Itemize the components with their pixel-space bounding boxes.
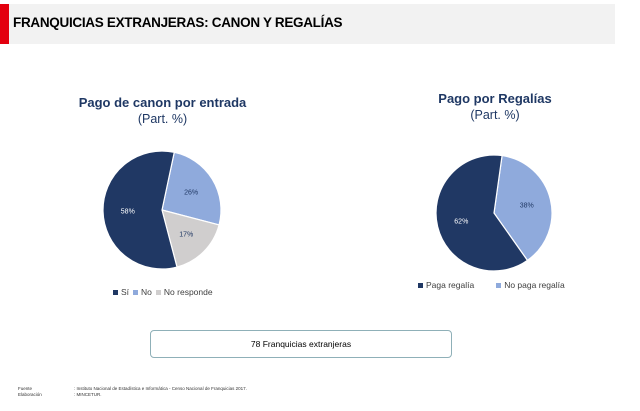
page-title: FRANQUICIAS EXTRANJERAS: CANON Y REGALÍA… <box>13 15 343 30</box>
footer-notes: Fuente : Instituto Nacional de Estadísti… <box>18 386 247 398</box>
chart-2-subtitle: (Part. %) <box>470 108 520 122</box>
legend-swatch <box>113 289 118 295</box>
legend-item: No paga regalía <box>496 280 565 290</box>
legend-item: Sí <box>113 287 129 297</box>
pie-slice-no <box>161 151 222 226</box>
legend-item: No responde <box>155 287 213 297</box>
pie-slice-paga-regal-a <box>435 154 529 272</box>
legend-swatch <box>155 289 161 295</box>
header-accent-bar <box>0 4 9 44</box>
source-label: Fuente <box>18 386 33 391</box>
legend-item: Paga regalía <box>418 280 474 290</box>
slice-label: 17% <box>179 232 193 239</box>
legend-swatch <box>133 289 139 295</box>
legend-label: Paga regalía <box>426 280 475 290</box>
source-value: : Instituto Nacional de Estadística e In… <box>74 386 247 391</box>
elaboration-label: Elaboración <box>18 392 42 397</box>
chart-1-subtitle: (Part. %) <box>137 112 188 126</box>
chart-1-title-block: Pago de canon por entrada (Part. %) <box>50 94 275 128</box>
legend-label: No paga regalía <box>504 280 565 290</box>
legend-label: No responde <box>163 287 213 297</box>
legend-label: No <box>141 287 152 297</box>
chart-1-pie: 26% 17% 58% <box>102 150 222 270</box>
chart-2-title-block: Pago por Regalías (Part. %) <box>410 90 580 124</box>
pie-slice-s- <box>102 150 178 270</box>
chart-2-pie: 38% 62% <box>435 154 553 272</box>
legend-item: No <box>133 287 152 297</box>
pie-slice-no-paga-regal-a <box>493 154 553 262</box>
slice-label: 26% <box>184 190 198 197</box>
chart-1-title: Pago de canon por entrada <box>78 95 247 110</box>
chart-2-legend: Paga regalía No paga regalía <box>418 280 569 290</box>
legend-swatch <box>418 282 423 288</box>
slice-label: 62% <box>454 218 468 225</box>
slice-label: 38% <box>520 203 534 210</box>
summary-box: 78 Franquicias extranjeras <box>150 330 452 358</box>
elaboration-value: : MINCETUR. <box>74 392 102 397</box>
header-band <box>9 4 615 44</box>
pie-slice-no-responde <box>161 209 220 268</box>
chart-2-title: Pago por Regalías <box>438 91 552 106</box>
summary-text: 78 Franquicias extranjeras <box>250 339 352 349</box>
slice-label: 58% <box>121 208 135 215</box>
chart-1-legend: Sí No No responde <box>113 287 217 297</box>
legend-label: Sí <box>121 287 130 297</box>
legend-swatch <box>496 282 502 288</box>
